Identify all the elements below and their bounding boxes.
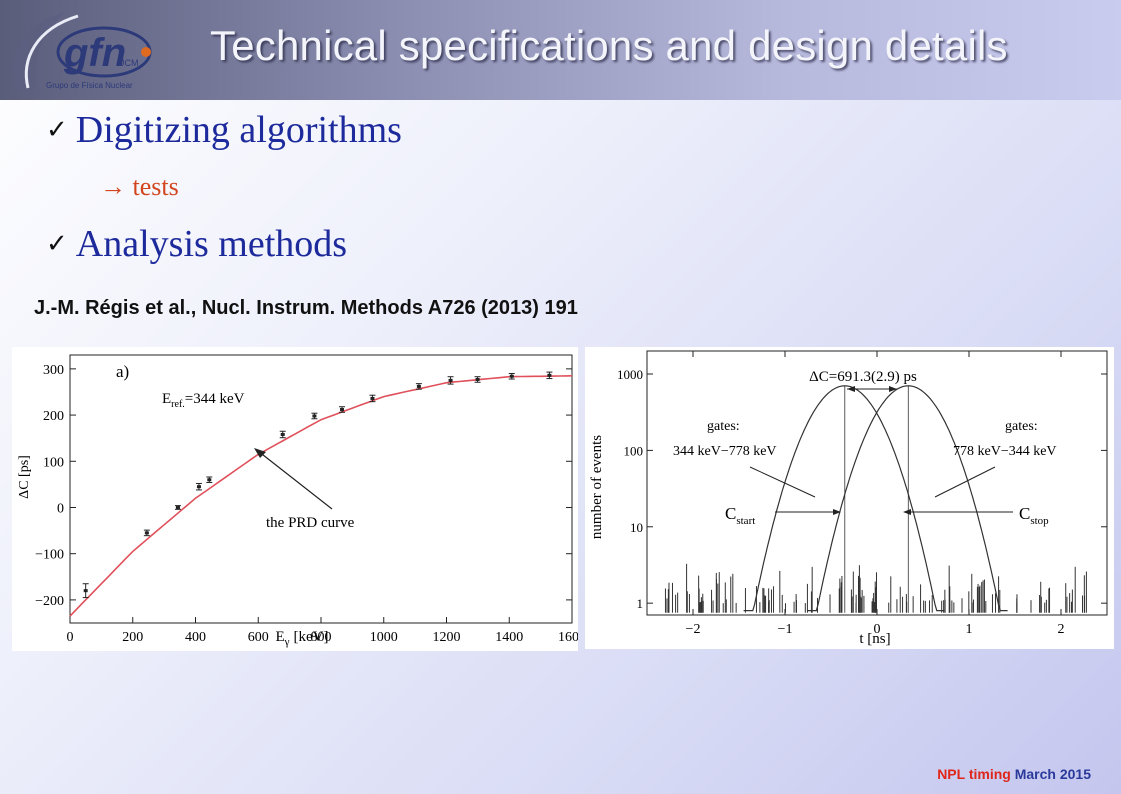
data-point — [207, 478, 212, 482]
x-tick-label: 800 — [311, 630, 332, 645]
x-tick-label: 0 — [67, 630, 74, 645]
gates-stop-arrow — [934, 466, 996, 498]
y-tick-label: 100 — [43, 455, 64, 470]
data-point — [144, 531, 149, 535]
curve-arrow — [257, 450, 333, 510]
y-tick-label: 1 — [637, 596, 644, 611]
bullet-digitizing: ✓ Digitizing algorithms — [46, 108, 402, 152]
cstop-distribution — [807, 385, 1008, 612]
sub-bullet-tests: → tests — [100, 172, 179, 201]
y-tick-label: −100 — [35, 548, 64, 563]
x-tick-label: 600 — [248, 630, 269, 645]
prd-curve — [69, 375, 573, 617]
x-tick-label: 0 — [874, 622, 881, 637]
gates-stop-label: gates: — [1005, 419, 1038, 434]
cstart-arrowhead — [833, 509, 841, 515]
cstart-distribution — [743, 385, 945, 612]
gates-start-value: 344 keV−778 keV — [673, 444, 777, 459]
cstop-label: Cstop — [1019, 504, 1049, 527]
data-point — [312, 414, 317, 418]
y-axis-label: ΔC [ps] — [17, 455, 32, 499]
y-tick-label: 200 — [43, 409, 64, 424]
x-tick-label: 200 — [122, 630, 143, 645]
delta-c-arrowhead-left — [847, 386, 855, 392]
x-tick-label: 1 — [966, 622, 973, 637]
x-tick-label: 1600 — [558, 630, 578, 645]
svg-text:Grupo de Física Nuclear: Grupo de Física Nuclear — [46, 81, 133, 90]
y-axis-label: number of events — [589, 435, 605, 539]
x-tick-label: −1 — [778, 622, 793, 637]
data-point — [509, 374, 514, 378]
data-point — [196, 485, 201, 489]
reference-citation: J.-M. Régis et al., Nucl. Instrum. Metho… — [34, 297, 578, 319]
data-point — [340, 408, 345, 412]
data-point — [83, 589, 88, 593]
footer-date: March 2015 — [1010, 766, 1091, 782]
gates-stop-value: 778 keV−344 keV — [953, 444, 1057, 459]
gates-start-label: gates: — [707, 419, 740, 434]
x-axis-label: t [ns] — [859, 631, 890, 647]
delta-c-arrowhead-right — [889, 386, 897, 392]
eref-annotation: Eref.=344 keV — [162, 391, 245, 410]
data-point — [280, 432, 285, 436]
prd-chart-panel: 0 200 400 600 800 1000 1200 1400 1600 −200 −100 0 1… — [12, 347, 586, 651]
x-tick-label: 1200 — [433, 630, 461, 645]
cstop-arrowhead — [903, 509, 911, 515]
bullet-text: Analysis methods — [75, 223, 348, 265]
prd-chart: 0 200 400 600 800 1000 1200 1400 1600 −200 −100 0 1… — [17, 354, 586, 648]
cstart-label: Cstart — [725, 504, 755, 527]
y-tick-label: 100 — [624, 443, 644, 458]
y-tick-label: 300 — [43, 363, 64, 378]
x-tick-label: 1400 — [495, 630, 523, 645]
data-point — [448, 378, 453, 382]
gates-start-arrow — [749, 466, 816, 498]
y-tick-label: −200 — [35, 594, 64, 609]
title-bar: gfn UCM Grupo de Física Nuclear Technica… — [0, 0, 1121, 100]
timing-chart-panel: −2 −1 0 1 2 1 10 100 1000 ΔC=691.3(2.9) ps gate… — [585, 347, 1114, 649]
timing-chart: −2 −1 0 1 2 1 10 100 1000 ΔC=691.3(2.9) ps gate… — [589, 350, 1108, 647]
data-point — [175, 505, 180, 509]
data-point — [475, 377, 480, 381]
x-tick-label: 2 — [1058, 622, 1065, 637]
delta-c-label: ΔC=691.3(2.9) ps — [809, 369, 917, 385]
gfn-logo: gfn UCM Grupo de Física Nuclear — [12, 12, 152, 90]
check-icon: ✓ — [46, 229, 68, 259]
bullet-analysis: ✓ Analysis methods — [46, 222, 347, 266]
x-axis-label: Eγ [keV] — [275, 629, 328, 648]
y-tick-label: 0 — [57, 501, 64, 516]
curve-label: the PRD curve — [266, 515, 355, 531]
svg-text:gfn: gfn — [63, 31, 126, 75]
footer-event: NPL timing — [937, 766, 1011, 782]
curve-arrowhead — [254, 448, 266, 458]
data-point — [547, 373, 552, 377]
data-point — [370, 396, 375, 400]
check-icon: ✓ — [46, 115, 68, 145]
slide-title: Technical specifications and design deta… — [210, 22, 1008, 69]
x-tick-label: −2 — [686, 622, 701, 637]
footer: NPL timing March 2015 — [937, 766, 1091, 782]
y-tick-label: 10 — [630, 520, 643, 535]
data-point — [416, 384, 421, 388]
panel-label: a) — [116, 362, 129, 381]
x-tick-label: 400 — [185, 630, 206, 645]
y-tick-label: 1000 — [617, 367, 643, 382]
bullet-text: Digitizing algorithms — [75, 109, 402, 151]
svg-text:UCM: UCM — [118, 58, 139, 68]
x-tick-label: 1000 — [370, 630, 398, 645]
